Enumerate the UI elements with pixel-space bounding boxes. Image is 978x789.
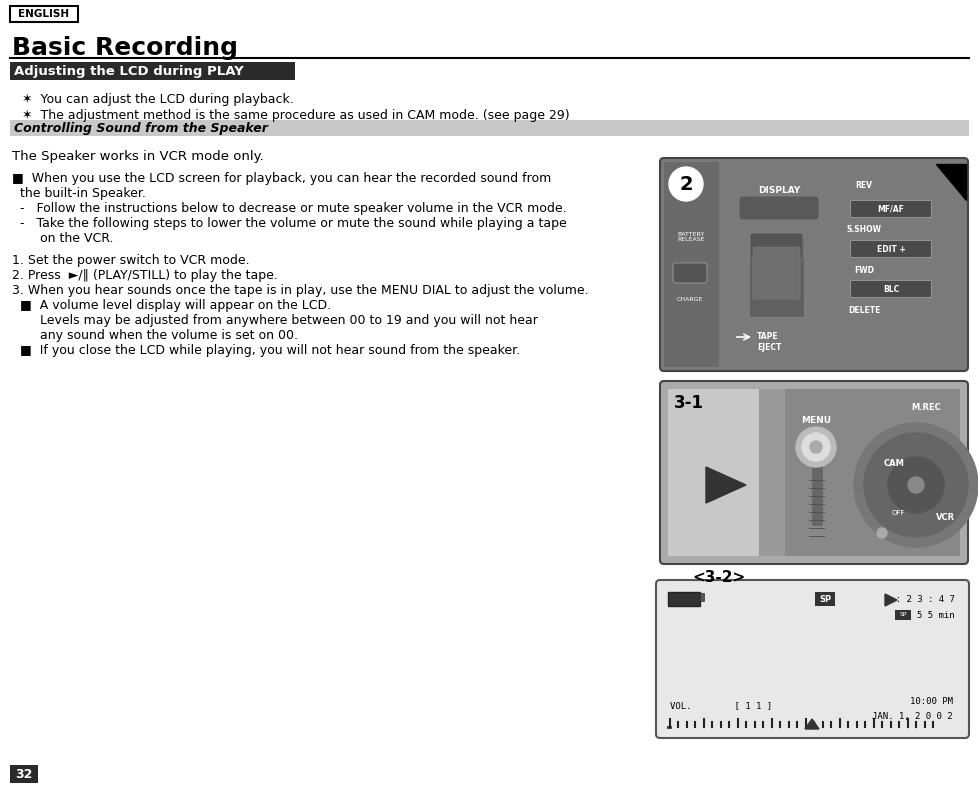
Text: ■  If you close the LCD while playing, you will not hear sound from the speaker.: ■ If you close the LCD while playing, yo… bbox=[12, 343, 519, 357]
Circle shape bbox=[853, 423, 977, 547]
Text: 10:00 PM: 10:00 PM bbox=[910, 697, 952, 706]
Text: 3. When you hear sounds once the tape is in play, use the MENU DIAL to adjust th: 3. When you hear sounds once the tape is… bbox=[12, 283, 588, 297]
Polygon shape bbox=[705, 467, 745, 503]
Text: 32: 32 bbox=[16, 768, 32, 780]
Circle shape bbox=[907, 477, 923, 493]
Text: MF/AF: MF/AF bbox=[876, 204, 904, 214]
Polygon shape bbox=[935, 164, 965, 200]
Text: ✶  You can adjust the LCD during playback.: ✶ You can adjust the LCD during playback… bbox=[22, 92, 293, 106]
Text: 2. Press  ►/‖ (PLAY/STILL) to play the tape.: 2. Press ►/‖ (PLAY/STILL) to play the ta… bbox=[12, 268, 278, 282]
Text: DISPLAY: DISPLAY bbox=[757, 185, 799, 195]
Bar bbox=[811, 465, 822, 525]
FancyBboxPatch shape bbox=[655, 580, 968, 738]
Text: The Speaker works in VCR mode only.: The Speaker works in VCR mode only. bbox=[12, 149, 263, 163]
Text: any sound when the volume is set on 00.: any sound when the volume is set on 00. bbox=[12, 328, 297, 342]
Text: JAN. 1, 2 0 0 2: JAN. 1, 2 0 0 2 bbox=[871, 712, 952, 721]
Text: 1. Set the power switch to VCR mode.: 1. Set the power switch to VCR mode. bbox=[12, 253, 249, 267]
Polygon shape bbox=[804, 719, 819, 729]
Bar bbox=[758, 389, 784, 556]
Text: TAPE
EJECT: TAPE EJECT bbox=[756, 332, 780, 352]
Circle shape bbox=[809, 441, 822, 453]
Text: ■  When you use the LCD screen for playback, you can hear the recorded sound fro: ■ When you use the LCD screen for playba… bbox=[12, 171, 551, 185]
Text: 2: 2 bbox=[679, 174, 692, 193]
Text: EDIT +: EDIT + bbox=[875, 245, 905, 253]
Text: -   Follow the instructions below to decrease or mute speaker volume in the VCR : - Follow the instructions below to decre… bbox=[12, 201, 566, 215]
Text: the built-in Speaker.: the built-in Speaker. bbox=[12, 186, 146, 200]
Text: SP: SP bbox=[819, 594, 830, 604]
Text: ■  A volume level display will appear on the LCD.: ■ A volume level display will appear on … bbox=[12, 298, 331, 312]
Text: SP: SP bbox=[899, 612, 906, 618]
Bar bbox=[699, 593, 703, 601]
Text: 3-1: 3-1 bbox=[673, 394, 703, 412]
FancyBboxPatch shape bbox=[659, 381, 967, 564]
Circle shape bbox=[801, 433, 829, 461]
Text: FWD: FWD bbox=[853, 266, 873, 275]
FancyBboxPatch shape bbox=[672, 263, 706, 283]
Text: S.SHOW: S.SHOW bbox=[846, 225, 880, 234]
Polygon shape bbox=[884, 594, 896, 606]
FancyBboxPatch shape bbox=[850, 241, 930, 257]
Circle shape bbox=[887, 457, 943, 513]
Text: Adjusting the LCD during PLAY: Adjusting the LCD during PLAY bbox=[14, 65, 244, 77]
Text: OFF: OFF bbox=[890, 510, 904, 516]
Text: CAM: CAM bbox=[883, 458, 904, 468]
Text: CHARGE: CHARGE bbox=[676, 297, 702, 301]
Bar bbox=[748, 237, 803, 317]
Bar bbox=[846, 389, 959, 556]
FancyBboxPatch shape bbox=[814, 592, 834, 606]
Text: REV: REV bbox=[855, 181, 871, 189]
FancyBboxPatch shape bbox=[10, 120, 968, 136]
FancyBboxPatch shape bbox=[749, 233, 802, 259]
Bar bbox=[663, 162, 718, 367]
Text: Controlling Sound from the Speaker: Controlling Sound from the Speaker bbox=[14, 122, 268, 134]
Text: 0 : 2 3 : 4 7: 0 : 2 3 : 4 7 bbox=[884, 596, 954, 604]
FancyBboxPatch shape bbox=[850, 200, 930, 218]
FancyBboxPatch shape bbox=[752, 247, 799, 299]
Text: BLC: BLC bbox=[882, 285, 898, 294]
Text: 5 5 min: 5 5 min bbox=[916, 611, 954, 619]
FancyBboxPatch shape bbox=[10, 62, 294, 80]
Text: BATTERY
RELEASE: BATTERY RELEASE bbox=[677, 232, 704, 242]
Text: VCR: VCR bbox=[936, 513, 955, 522]
Circle shape bbox=[876, 528, 886, 538]
Text: on the VCR.: on the VCR. bbox=[12, 231, 113, 245]
Text: Basic Recording: Basic Recording bbox=[12, 36, 238, 60]
FancyBboxPatch shape bbox=[894, 610, 911, 620]
Text: Levels may be adjusted from anywhere between 00 to 19 and you will not hear: Levels may be adjusted from anywhere bet… bbox=[12, 313, 537, 327]
FancyBboxPatch shape bbox=[850, 281, 930, 297]
Circle shape bbox=[668, 167, 702, 201]
FancyBboxPatch shape bbox=[667, 592, 699, 606]
Bar bbox=[667, 389, 785, 556]
Bar bbox=[784, 389, 846, 556]
Text: <3-2>: <3-2> bbox=[691, 570, 745, 585]
Text: -   Take the following steps to lower the volume or mute the sound while playing: - Take the following steps to lower the … bbox=[12, 216, 566, 230]
FancyBboxPatch shape bbox=[10, 765, 38, 783]
Text: MENU: MENU bbox=[800, 416, 830, 424]
FancyBboxPatch shape bbox=[10, 6, 78, 22]
Text: M.REC: M.REC bbox=[911, 402, 940, 412]
Text: VOL.        [ 1 1 ]: VOL. [ 1 1 ] bbox=[669, 701, 772, 711]
Text: DELETE: DELETE bbox=[847, 305, 879, 315]
Circle shape bbox=[795, 427, 835, 467]
Circle shape bbox=[864, 433, 967, 537]
Text: ✶  The adjustment method is the same procedure as used in CAM mode. (see page 29: ✶ The adjustment method is the same proc… bbox=[22, 109, 569, 122]
FancyBboxPatch shape bbox=[738, 196, 819, 220]
FancyBboxPatch shape bbox=[659, 158, 967, 371]
Text: ENGLISH: ENGLISH bbox=[19, 9, 69, 19]
